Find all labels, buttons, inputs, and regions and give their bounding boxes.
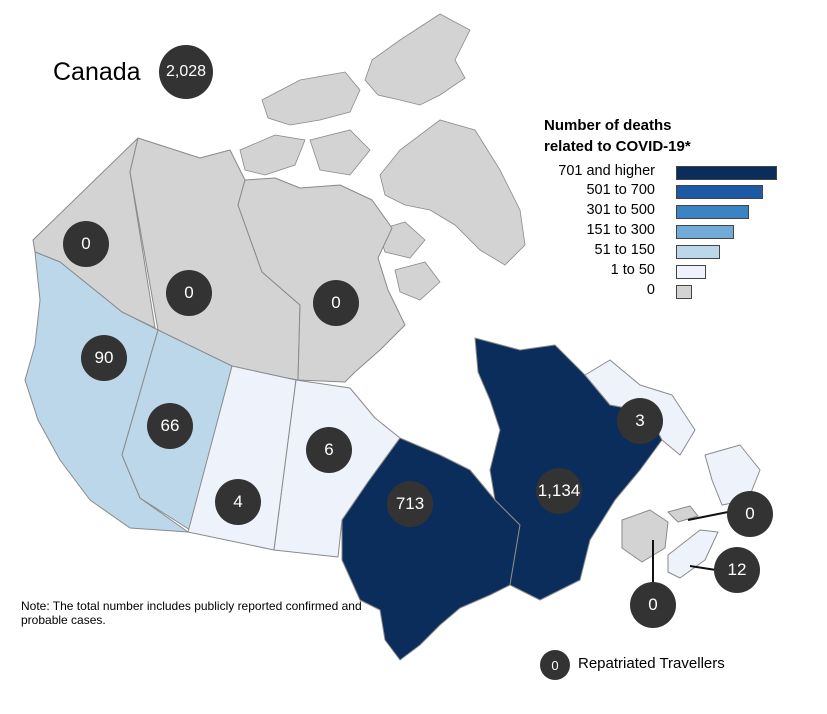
legend-title: Number of deaths related to COVID-19*	[544, 115, 691, 157]
leader-line-pei	[687, 511, 729, 521]
legend-label: 301 to 500	[586, 202, 655, 218]
region-prince-edward-island	[667, 505, 699, 523]
bubble-alberta: 66	[147, 403, 193, 449]
region-nova-scotia	[667, 529, 719, 579]
bubble-new-brunswick: 0	[630, 582, 676, 628]
arctic-islands	[364, 13, 471, 106]
legend-swatch	[676, 265, 706, 279]
bubble-quebec: 1,134	[536, 468, 582, 514]
repatriated-bubble: 0	[540, 650, 570, 680]
legend-row: 301 to 500	[500, 202, 800, 221]
bubble-newfoundland-and-labrador: 3	[617, 398, 663, 444]
footnote: Note: The total number includes publicly…	[21, 599, 362, 627]
region-new-brunswick	[621, 509, 669, 563]
baffin-island	[379, 119, 526, 266]
total-bubble: 2,028	[159, 45, 213, 99]
bubble-saskatchewan: 4	[215, 479, 261, 525]
legend-label: 1 to 50	[610, 262, 655, 278]
legend-label: 151 to 300	[586, 222, 655, 238]
legend-title-line2: related to COVID-19*	[544, 138, 691, 155]
bubble-northwest-territories: 0	[166, 270, 212, 316]
legend-swatch	[676, 205, 749, 219]
bubble-ontario: 713	[387, 481, 433, 527]
legend-title-line1: Number of deaths	[544, 117, 672, 134]
legend-label: 501 to 700	[586, 182, 655, 198]
bubble-british-columbia: 90	[81, 335, 127, 381]
legend-swatch	[676, 225, 734, 239]
legend-swatch	[676, 185, 763, 199]
legend-row: 51 to 150	[500, 242, 800, 261]
leader-line-nova-scotia	[689, 565, 717, 571]
legend-row: 0	[500, 282, 800, 301]
region-nunavut	[237, 177, 406, 383]
legend-swatch	[676, 285, 692, 299]
bubble-manitoba: 6	[306, 427, 352, 473]
legend-row: 1 to 50	[500, 262, 800, 281]
legend-row: 701 and higher	[500, 163, 800, 182]
bubble-prince-edward-island: 0	[727, 491, 773, 537]
arctic-islands	[239, 134, 306, 176]
arctic-islands	[261, 71, 361, 126]
bubble-yukon: 0	[63, 221, 109, 267]
legend-row: 501 to 700	[500, 182, 800, 201]
legend-label: 701 and higher	[558, 163, 655, 179]
repatriated-label: Repatriated Travellers	[578, 655, 725, 672]
southampton-island	[394, 261, 441, 301]
legend-row: 151 to 300	[500, 222, 800, 241]
bubble-nunavut: 0	[313, 280, 359, 326]
legend-label: 0	[646, 282, 655, 298]
page-title: Canada	[53, 58, 141, 86]
legend-swatch	[676, 166, 777, 180]
legend-label: 51 to 150	[594, 242, 655, 258]
arctic-islands	[309, 129, 371, 176]
legend-swatch	[676, 245, 720, 259]
region-ontario	[341, 437, 521, 661]
bubble-nova-scotia: 12	[714, 547, 760, 593]
region-british-columbia	[24, 251, 189, 533]
